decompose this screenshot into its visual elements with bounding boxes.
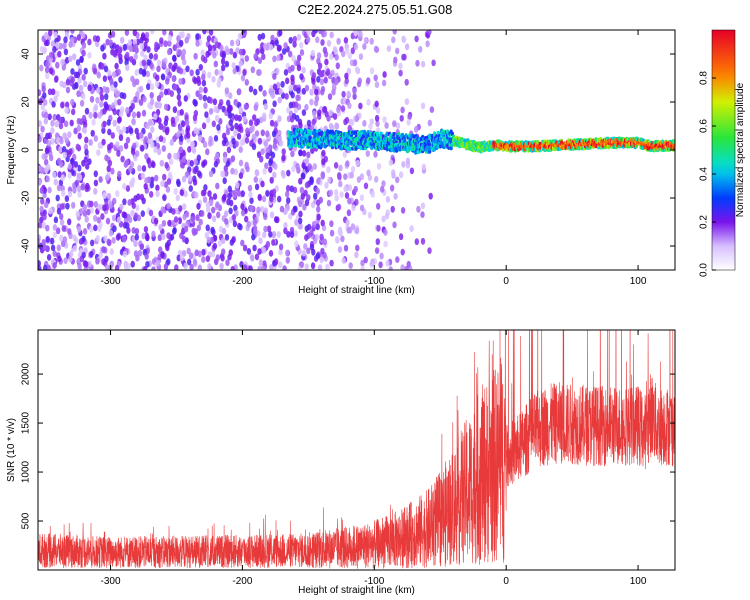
y-axis-label: Frequency (Hz): [6, 116, 17, 185]
x-tick-label: -300: [101, 276, 121, 287]
colorbar: [711, 29, 736, 271]
x-tick-label: 100: [630, 576, 647, 587]
spectrogram-cells: [38, 30, 675, 270]
x-tick-label: 0: [503, 276, 509, 287]
y-axis-label: SNR (10 * v/v): [6, 418, 17, 482]
y-tick-label: 0: [21, 147, 32, 153]
y-tick-label: 20: [21, 96, 32, 108]
snr-frame: [37, 329, 676, 571]
x-tick-label: -100: [364, 576, 384, 587]
x-tick-label: -200: [232, 576, 252, 587]
x-tick-label: -200: [232, 276, 252, 287]
colorbar-tick-label: 0.2: [699, 215, 710, 229]
y-tick-label: 1000: [21, 460, 32, 483]
x-axis-label: Height of straight line (km): [298, 285, 415, 296]
x-tick-label: 100: [630, 276, 647, 287]
x-axis-label: Height of straight line (km): [298, 585, 415, 596]
y-tick-label: 40: [21, 48, 32, 60]
x-tick-label: -100: [364, 276, 384, 287]
y-tick-label: 2000: [21, 363, 32, 386]
colorbar-tick-label: 0.0: [699, 263, 710, 277]
x-tick-label: 0: [503, 576, 509, 587]
y-tick-label: -40: [21, 238, 32, 253]
colorbar-label: Normalized spectral amplitude: [735, 82, 746, 217]
y-tick-label: 500: [21, 512, 32, 529]
y-tick-label: 1500: [21, 412, 32, 435]
x-tick-label: -300: [101, 576, 121, 587]
chart-title: C2E2.2024.275.05.51.G08: [297, 2, 453, 17]
colorbar-tick-label: 0.4: [699, 167, 710, 181]
colorbar-tick-label: 0.6: [699, 119, 710, 133]
snr-series-line: [38, 330, 675, 569]
y-tick-label: -20: [21, 190, 32, 205]
colorbar-tick-label: 0.8: [699, 71, 710, 85]
